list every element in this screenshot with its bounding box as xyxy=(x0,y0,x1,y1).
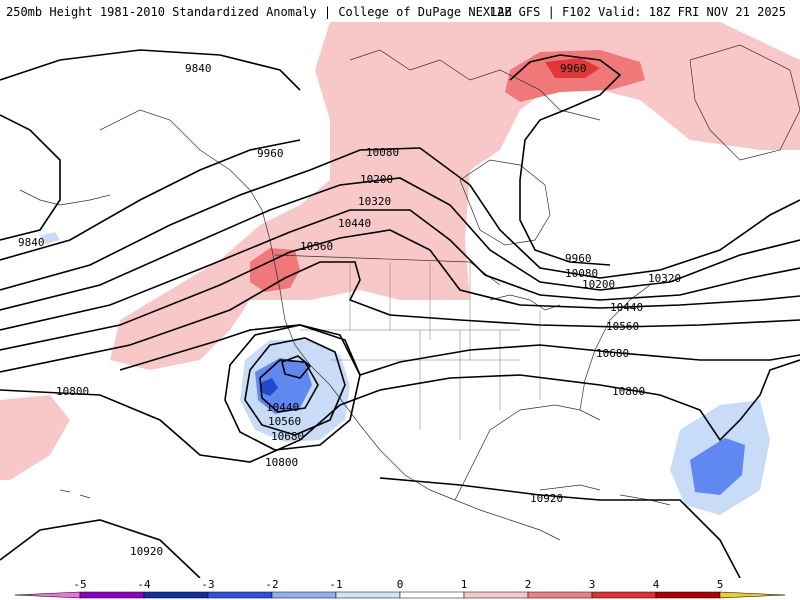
contour-low-outer xyxy=(224,324,361,451)
positive-anomaly-east xyxy=(640,60,800,150)
contour-10200 xyxy=(0,177,800,311)
contour-labels: 9840 9840 9960 9960 9960 10080 10080 102… xyxy=(18,62,681,558)
color-swatch xyxy=(719,591,786,599)
greenland xyxy=(689,44,800,161)
label-10320-b: 10320 xyxy=(648,272,681,285)
label-10200-b: 10200 xyxy=(582,278,615,291)
positive-anomaly-pnw xyxy=(250,248,300,292)
contour-low-inner-1 xyxy=(244,337,346,436)
label-10680-low: 10680 xyxy=(271,430,304,443)
color-swatch xyxy=(271,591,337,599)
positive-anomaly-pacific xyxy=(0,395,70,480)
map-title: 250mb Height 1981-2010 Standardized Anom… xyxy=(6,5,512,19)
anomaly-shading xyxy=(0,22,800,515)
colorbar-tick-label: -2 xyxy=(265,578,278,591)
alaska-coast xyxy=(99,109,263,211)
contour-10680 xyxy=(119,324,800,376)
positive-anomaly-hudson-core xyxy=(545,58,600,78)
colorbar-tick-label: -3 xyxy=(201,578,214,591)
color-swatch xyxy=(79,591,145,599)
label-10560-b: 10560 xyxy=(606,320,639,333)
label-9840-a: 9840 xyxy=(185,62,212,75)
label-10920-a: 10920 xyxy=(530,492,563,505)
color-swatch xyxy=(14,591,81,599)
color-swatch xyxy=(591,591,657,599)
colorbar-tick-label: 1 xyxy=(461,578,468,591)
great-lakes xyxy=(489,294,561,311)
header: 250mb Height 1981-2010 Standardized Anom… xyxy=(0,0,800,22)
contour-10320 xyxy=(0,209,800,331)
label-10440-b: 10440 xyxy=(610,301,643,314)
state-lines xyxy=(300,262,541,440)
contour-10080 xyxy=(0,147,800,291)
label-10560-low: 10560 xyxy=(268,415,301,428)
contour-10920-east xyxy=(379,477,741,578)
west-coast xyxy=(261,209,456,501)
label-10680-a: 10680 xyxy=(596,347,629,360)
contour-9840 xyxy=(0,49,301,91)
color-swatches xyxy=(14,591,786,599)
color-swatch xyxy=(655,591,721,599)
label-10800-c: 10800 xyxy=(265,456,298,469)
aleutians xyxy=(19,189,111,206)
negative-anomaly-sw-mod xyxy=(255,358,312,414)
colorbar-tick-label: -4 xyxy=(137,578,151,591)
label-10320-a: 10320 xyxy=(358,195,391,208)
label-10920-b: 10920 xyxy=(130,545,163,558)
label-10800-a: 10800 xyxy=(56,385,89,398)
negative-anomaly-sw-strong xyxy=(260,378,278,396)
label-9960-c: 9960 xyxy=(565,252,592,265)
colorbar-tick-label: 4 xyxy=(653,578,660,591)
model-run-info: 12Z GFS | F102 Valid: 18Z FRI NOV 21 202… xyxy=(489,5,786,19)
colorbar-tick-label: 2 xyxy=(525,578,532,591)
color-swatch xyxy=(207,591,273,599)
contour-9960-low xyxy=(509,54,622,266)
label-9840-b: 9840 xyxy=(18,236,45,249)
contour-9840-west xyxy=(0,114,61,241)
height-contours xyxy=(0,49,800,578)
negative-anomaly-spot xyxy=(40,232,60,244)
label-10440-low: 10440 xyxy=(266,401,299,414)
central-america xyxy=(454,499,561,541)
negative-anomaly-atlantic-mod xyxy=(690,438,745,495)
label-10560-a: 10560 xyxy=(300,240,333,253)
color-swatch xyxy=(463,591,529,599)
contour-low-inner-3 xyxy=(281,355,312,379)
contour-9960 xyxy=(0,139,301,261)
label-9960-a: 9960 xyxy=(257,147,284,160)
colorbar-tick-label: -5 xyxy=(73,578,86,591)
contour-10800 xyxy=(0,359,800,463)
label-10080-b: 10080 xyxy=(565,267,598,280)
contour-10560 xyxy=(0,261,800,373)
label-10200-a: 10200 xyxy=(360,173,393,186)
color-swatch xyxy=(143,591,209,599)
hawaii xyxy=(59,489,91,499)
color-ticks: -5 -4 -3 -2 -1 0 1 2 3 4 5 xyxy=(73,578,723,591)
color-swatch xyxy=(527,591,593,599)
contour-10920 xyxy=(0,519,201,578)
color-swatch xyxy=(399,591,465,599)
colorbar-tick-label: 3 xyxy=(589,578,596,591)
color-scale-bar: -5 -4 -3 -2 -1 0 1 2 3 4 5 xyxy=(14,578,786,599)
contour-10440 xyxy=(0,229,800,351)
gulf-coast xyxy=(454,404,601,501)
colorbar-tick-label: 5 xyxy=(717,578,724,591)
label-10080-a: 10080 xyxy=(366,146,399,159)
colorbar-tick-label: 0 xyxy=(397,578,404,591)
weather-map: 9840 9840 9960 9960 9960 10080 10080 102… xyxy=(0,22,800,578)
arctic-islands xyxy=(349,49,601,121)
color-swatch xyxy=(335,591,401,599)
hudson-bay xyxy=(459,159,551,246)
label-9960-low: 9960 xyxy=(560,62,587,75)
label-10800-b: 10800 xyxy=(612,385,645,398)
colorbar-tick-label: -1 xyxy=(329,578,342,591)
label-10440-a: 10440 xyxy=(338,217,371,230)
